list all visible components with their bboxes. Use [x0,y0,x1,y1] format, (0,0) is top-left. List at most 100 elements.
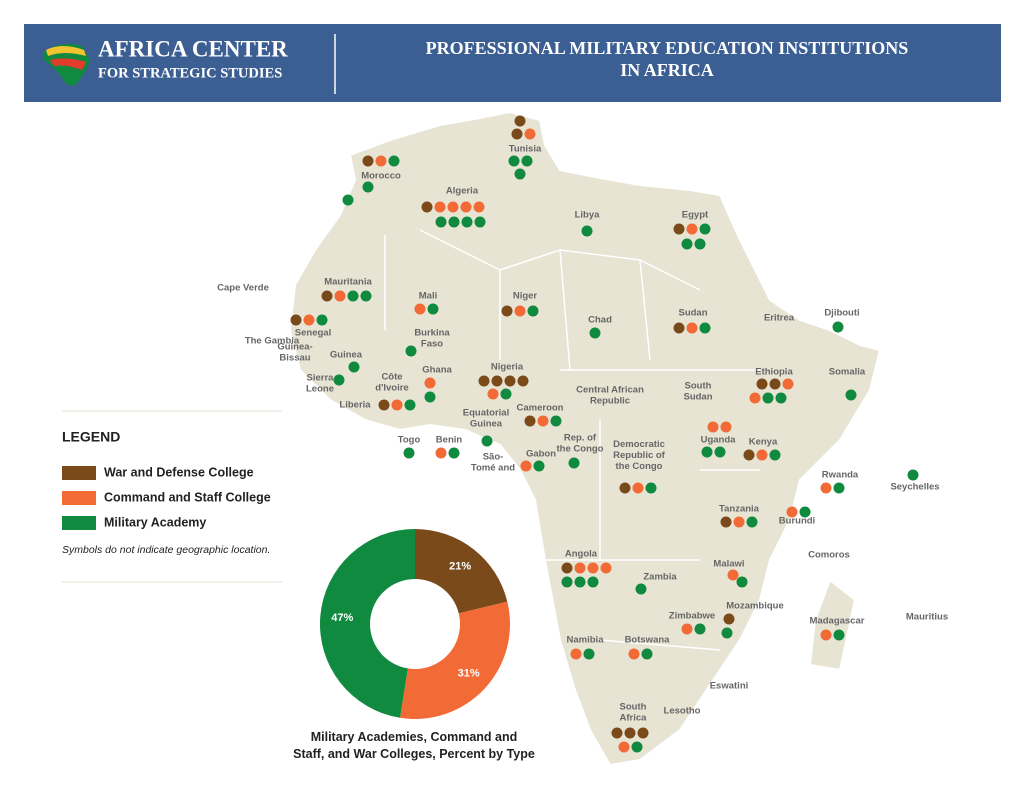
country-label: Guinea [330,350,363,361]
institution-dot [378,399,390,411]
institution-dot [561,562,573,574]
institution-dot [749,392,761,404]
institution-dot [756,449,768,461]
country-label: Liberia [339,400,371,411]
institution-dot [600,562,612,574]
institution-dot [694,623,706,635]
country-label: Djibouti [824,308,859,319]
country-label: Niger [513,291,538,302]
chart-title: Military Academies, Command and Staff, an… [293,730,535,761]
country-label: Sierra Leone [306,372,334,394]
institution-dot [514,115,526,127]
institution-dot [348,361,360,373]
institution-dot [720,421,732,433]
institution-dot [435,216,447,228]
institution-dot [721,627,733,639]
institution-dot [786,506,798,518]
country-label: Eswatini [710,681,749,692]
country-label: Mauritania [324,277,372,288]
institution-dot [637,727,649,739]
country-label: Botswana [625,635,671,646]
institution-dot [568,457,580,469]
country-label: Burundi [779,516,815,527]
institution-dot [845,389,857,401]
country-label: Rep. of the Congo [557,432,604,454]
institution-dot [403,447,415,459]
institution-dot [686,322,698,334]
institution-dot [362,155,374,167]
institution-dot [736,576,748,588]
country-label: Central African Republic [576,384,644,406]
legend-swatch [62,466,96,480]
institution-dot [833,482,845,494]
legend-swatch [62,516,96,530]
country-label: Cameroon [517,403,564,414]
institution-dot [427,303,439,315]
institution-dot [524,128,536,140]
country-label: Angola [565,549,598,560]
institution-dot [673,223,685,235]
institution-dot [611,727,623,739]
country-label: Somalia [829,367,866,378]
institution-dot [342,194,354,206]
institution-dot [421,201,433,213]
institution-dot [520,460,532,472]
country-label: The Gambia [245,336,300,347]
institution-dot [500,388,512,400]
institution-dot [521,155,533,167]
institution-dot [686,223,698,235]
institution-dot [673,322,685,334]
institution-dot [727,569,739,581]
institution-dot [681,238,693,250]
institution-dot [362,181,374,193]
country-label: Democratic Republic of the Congo [613,439,666,472]
country-label: Burkina Faso [414,327,450,349]
institution-dot [388,155,400,167]
institution-dot [504,375,516,387]
institution-dot [681,623,693,635]
institution-dot [799,506,811,518]
institution-dot [333,374,345,386]
institution-dot [473,201,485,213]
institution-dot [587,562,599,574]
map [288,110,882,767]
institution-dot [574,562,586,574]
institution-dot [589,327,601,339]
institution-dot [375,155,387,167]
country-label: Morocco [361,171,401,182]
institution-dot [303,314,315,326]
institution-dot [414,303,426,315]
institution-dot [587,576,599,588]
institution-dot [511,128,523,140]
legend-label: Military Academy [104,515,206,529]
institution-dot [619,482,631,494]
institution-dot [631,741,643,753]
donut-segment [415,529,508,614]
institution-dot [694,238,706,250]
institution-dot [769,449,781,461]
institution-dot [574,576,586,588]
institution-dot [481,435,493,447]
institution-dot [782,378,794,390]
country-label: Libya [575,210,601,221]
institution-dot [321,290,333,302]
institution-dot [628,648,640,660]
institution-dot [832,321,844,333]
country-label: Namibia [567,635,605,646]
institution-dot [570,648,582,660]
legend-title: LEGEND [62,429,120,445]
legend-swatch [62,491,96,505]
institution-dot [624,727,636,739]
institution-dot [514,305,526,317]
country-label: Togo [398,435,421,446]
country-label: Cape Verde [217,283,269,294]
country-label: Senegal [295,328,331,339]
donut-segment [399,601,510,720]
country-label: Egypt [682,210,709,221]
country-label: Guinea-Bissau [277,341,312,363]
country-label: Mauritius [906,612,948,623]
institution-dot [487,388,499,400]
country-label: South Africa [620,701,648,723]
country-label: Ethiopia [755,367,793,378]
institution-dot [746,516,758,528]
